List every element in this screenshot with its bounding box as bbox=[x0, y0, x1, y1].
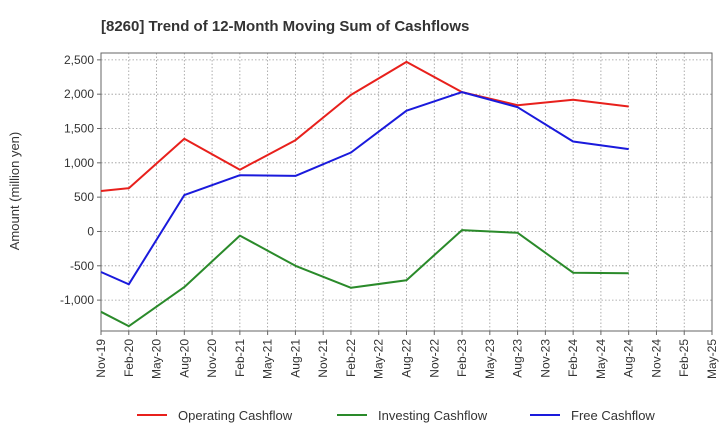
x-tick-label: Nov-20 bbox=[205, 339, 219, 378]
x-tick-labels: Nov-19 Feb-20 May-20 Aug-20 Nov-20 Feb-21 May-… bbox=[94, 331, 719, 379]
y-tick-label: 2,000 bbox=[64, 87, 94, 101]
x-tick-label: Feb-21 bbox=[233, 339, 247, 377]
investing-cashflow-line bbox=[100, 229, 629, 328]
x-tick-label: Nov-21 bbox=[316, 339, 330, 378]
x-tick-label: Aug-20 bbox=[177, 339, 191, 378]
x-tick-label: May-25 bbox=[705, 339, 719, 379]
chart-title: [8260] Trend of 12-Month Moving Sum of C… bbox=[101, 18, 469, 35]
x-tick-label: May-23 bbox=[483, 339, 497, 379]
y-axis-label: Amount (million yen) bbox=[7, 132, 22, 251]
x-tick-label: Aug-21 bbox=[288, 339, 302, 378]
legend-label: Free Cashflow bbox=[571, 408, 655, 423]
grid-lines bbox=[101, 53, 712, 331]
legend-label: Operating Cashflow bbox=[178, 408, 293, 423]
free-cashflow-line bbox=[100, 91, 629, 286]
y-tick-label: 500 bbox=[74, 190, 94, 204]
x-tick-label: Aug-24 bbox=[622, 339, 636, 378]
x-tick-label: May-24 bbox=[594, 339, 608, 379]
x-tick-label: Feb-23 bbox=[455, 339, 469, 377]
operating-cashflow-line bbox=[100, 60, 629, 192]
x-tick-label: May-21 bbox=[261, 339, 275, 379]
y-tick-label: 0 bbox=[87, 224, 94, 238]
x-tick-label: Feb-24 bbox=[566, 339, 580, 377]
y-tick-label: -500 bbox=[70, 259, 94, 273]
x-tick-label: Feb-20 bbox=[122, 339, 136, 377]
legend-item-investing-cashflow: Investing Cashflow bbox=[337, 408, 488, 423]
x-tick-label: Aug-22 bbox=[400, 339, 414, 378]
y-tick-label: 1,000 bbox=[64, 156, 94, 170]
x-tick-label: Feb-25 bbox=[677, 339, 691, 377]
x-tick-label: Aug-23 bbox=[511, 339, 525, 378]
series-lines bbox=[100, 60, 629, 328]
y-tick-label: 2,500 bbox=[64, 53, 94, 67]
x-tick-label: May-22 bbox=[372, 339, 386, 379]
legend-item-operating-cashflow: Operating Cashflow bbox=[137, 408, 293, 423]
x-tick-label: Nov-22 bbox=[427, 339, 441, 378]
legend-item-free-cashflow: Free Cashflow bbox=[530, 408, 655, 423]
y-tick-label: -1,000 bbox=[60, 293, 94, 307]
x-tick-label: Nov-23 bbox=[538, 339, 552, 378]
legend: Operating Cashflow Investing Cashflow Free… bbox=[137, 408, 655, 423]
x-tick-label: Nov-24 bbox=[649, 339, 663, 378]
y-tick-label: 1,500 bbox=[64, 122, 94, 136]
x-tick-label: May-20 bbox=[150, 339, 164, 379]
x-tick-label: Feb-22 bbox=[344, 339, 358, 377]
legend-label: Investing Cashflow bbox=[378, 408, 488, 423]
y-tick-labels: 2,500 2,000 1,500 1,000 500 0 -500 -1,000 bbox=[60, 53, 101, 307]
x-tick-label: Nov-19 bbox=[94, 339, 108, 378]
